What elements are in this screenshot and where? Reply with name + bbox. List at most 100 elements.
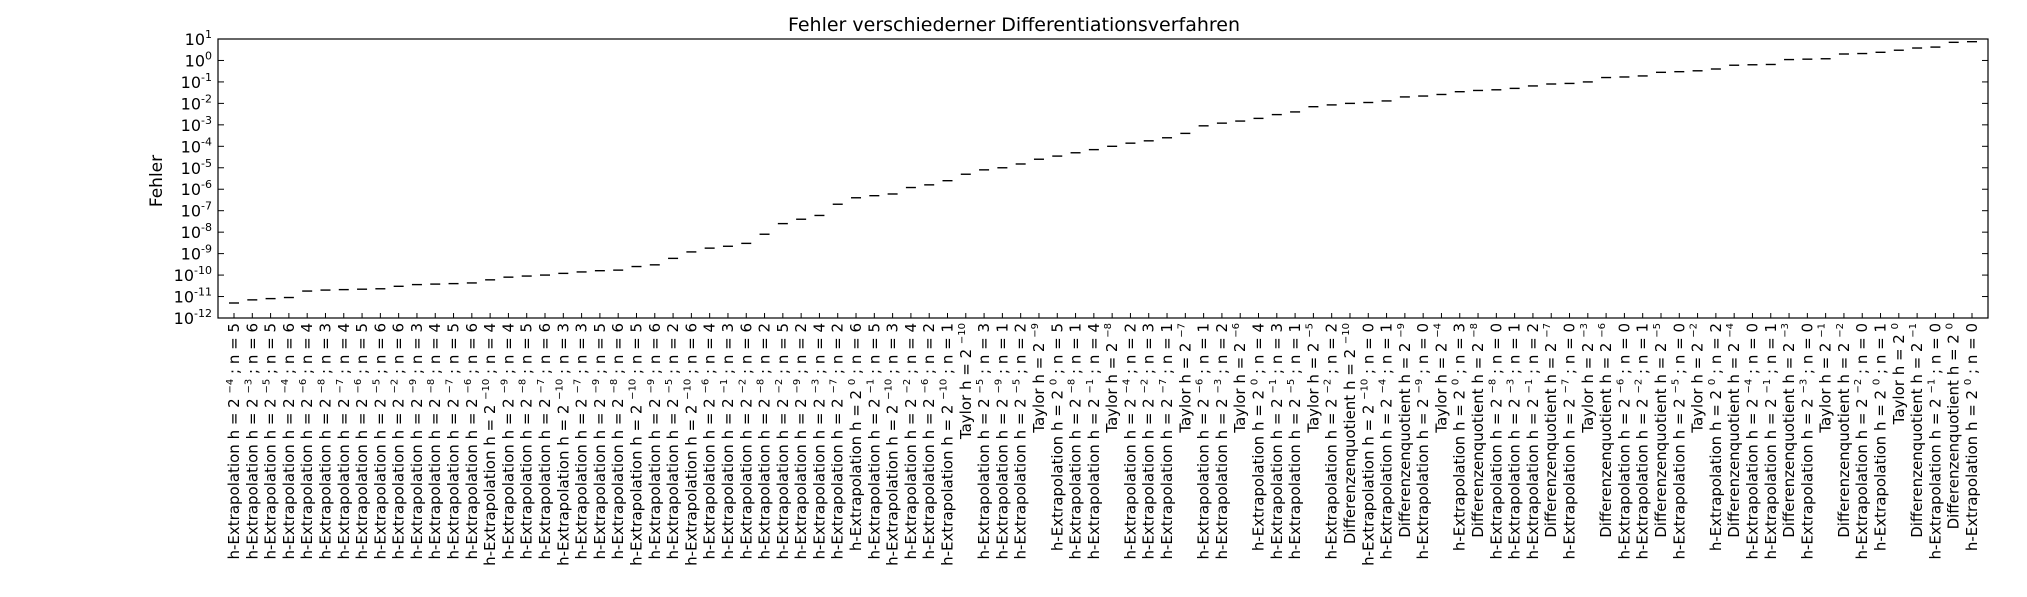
x-tick-label: h-Extrapolation h = 2 −2 ; n = 5 [774,323,792,560]
x-tick-label: Differenzenquotient h = 2 −2 [1835,323,1853,538]
y-tick-label: 10-5 [181,157,212,178]
x-tick-label: h-Extrapolation h = 2 −9 ; n = 2 [792,323,810,560]
x-tick-label: Differenzenquotient h = 2 −7 [1542,323,1560,538]
x-tick-label: h-Extrapolation h = 2 0 ; n = 0 [1963,323,1981,551]
x-tick-label: h-Extrapolation h = 2 −9 ; n = 4 [499,323,517,560]
x-tick-label: h-Extrapolation h = 2 −6 ; n = 4 [298,323,316,560]
x-tick-label: h-Extrapolation h = 2 −4 ; n = 5 [225,323,243,560]
y-tick-label: 10-12 [174,307,212,328]
x-tick-label: h-Extrapolation h = 2 −8 ; n = 5 [518,323,536,560]
y-tick-label: 10-11 [174,286,212,307]
x-tick-label: Differenzenquotient h = 2 −1 [1908,323,1926,538]
x-tick-label: h-Extrapolation h = 2 −8 ; n = 3 [316,323,334,560]
y-tick-label: 10-4 [181,135,212,156]
x-tick-label: h-Extrapolation h = 2 −2 ; n = 6 [737,323,755,560]
data-marks [229,40,1977,304]
x-tick-label: Differenzenquotient h = 2 −10 [1341,323,1359,544]
x-tick-label: h-Extrapolation h = 2 −6 ; n = 1 [1195,323,1213,560]
x-tick-label: h-Extrapolation h = 2 −8 ; n = 1 [1067,323,1085,560]
x-tick-label: h-Extrapolation h = 2 −10 ; n = 0 [1359,323,1377,566]
y-tick-label: 10-3 [181,114,212,135]
x-tick-label: h-Extrapolation h = 2 −4 ; n = 2 [1121,323,1139,560]
x-tick-label: h-Extrapolation h = 2 −10 ; n = 3 [554,323,572,566]
x-tick-label: h-Extrapolation h = 2 0 ; n = 3 [1451,323,1469,551]
x-tick-label: h-Extrapolation h = 2 −1 ; n = 3 [719,323,737,560]
x-tick-label: h-Extrapolation h = 2 −1 ; n = 1 [1762,323,1780,560]
chart-title: Fehler verschiederner Differentiationsve… [788,14,1240,36]
x-tick-label: h-Extrapolation h = 2 −6 ; n = 2 [920,323,938,560]
x-tick-label: h-Extrapolation h = 2 −3 ; n = 6 [243,323,261,560]
x-tick-label: h-Extrapolation h = 2 −10 ; n = 4 [481,323,499,566]
x-tick-label: h-Extrapolation h = 2 −9 ; n = 0 [1414,323,1432,560]
x-tick-label: Differenzenquotient h = 2 −9 [1396,323,1414,538]
x-tick-label: h-Extrapolation h = 2 −6 ; n = 0 [1615,323,1633,560]
x-tick-label: Taylor h = 2 −10 [957,323,975,440]
x-tick-label: Taylor h = 2 −6 [1231,323,1249,434]
x-tick-label: h-Extrapolation h = 2 −4 ; n = 0 [1743,323,1761,560]
x-tick-label: Differenzenquotient h = 2 −6 [1597,323,1615,538]
x-tick-label: Differenzenquotient h = 2 −3 [1780,323,1798,538]
x-tick-label: h-Extrapolation h = 2 −6 ; n = 6 [463,323,481,560]
x-tick-label: h-Extrapolation h = 2 −8 ; n = 6 [609,323,627,560]
x-tick-label: h-Extrapolation h = 2 −7 ; n = 6 [536,323,554,560]
y-tick-label: 100 [185,49,212,70]
x-tick-label: h-Extrapolation h = 2 −1 ; n = 0 [1926,323,1944,560]
x-tick-label: h-Extrapolation h = 2 −5 ; n = 0 [1670,323,1688,560]
x-tick-label: h-Extrapolation h = 2 −1 ; n = 5 [865,323,883,560]
plot-frame [217,38,1989,319]
x-tick-label: Taylor h = 2 −1 [1817,323,1835,434]
x-tick-label: h-Extrapolation h = 2 −9 ; n = 6 [646,323,664,560]
x-tick-label: h-Extrapolation h = 2 −5 ; n = 2 [664,323,682,560]
x-tick-label: Taylor h = 2 −4 [1432,323,1450,434]
x-tick-label: h-Extrapolation h = 2 −4 ; n = 6 [280,323,298,560]
x-tick-label: h-Extrapolation h = 2 −9 ; n = 3 [408,323,426,560]
x-tick-label: Taylor h = 2 −8 [1103,323,1121,434]
x-tick-label: h-Extrapolation h = 2 −3 ; n = 2 [1213,323,1231,560]
x-tick-label: h-Extrapolation h = 2 −2 ; n = 1 [1634,323,1652,560]
x-tick-label: Differenzenquotient h = 2 0 [1945,323,1963,529]
y-tick-label: 10-7 [181,200,212,221]
x-tick-label: h-Extrapolation h = 2 −7 ; n = 4 [335,323,353,560]
x-tick-label: h-Extrapolation h = 2 −3 ; n = 0 [1798,323,1816,560]
x-tick-label: h-Extrapolation h = 2 −8 ; n = 2 [756,323,774,560]
x-tick-label: h-Extrapolation h = 2 −10 ; n = 6 [682,323,700,566]
x-tick-label: h-Extrapolation h = 2 −8 ; n = 4 [426,323,444,560]
x-tick-label: h-Extrapolation h = 2 −2 ; n = 4 [902,323,920,560]
x-tick-label: h-Extrapolation h = 2 −7 ; n = 3 [573,323,591,560]
x-tick-label: h-Extrapolation h = 2 −10 ; n = 5 [627,323,645,566]
x-tick-label: Taylor h = 2 −9 [1030,323,1048,434]
x-tick-label: h-Extrapolation h = 2 −2 ; n = 3 [1140,323,1158,560]
y-tick-label: 10-10 [174,264,212,285]
x-tick-label: h-Extrapolation h = 2 −10 ; n = 3 [884,323,902,566]
x-tick-label: Differenzenquotient h = 2 −4 [1725,323,1743,538]
x-tick-label: h-Extrapolation h = 2 0 ; n = 1 [1872,323,1890,551]
x-tick-label: Taylor h = 2 −2 [1689,323,1707,434]
x-tick-label: h-Extrapolation h = 2 −8 ; n = 0 [1487,323,1505,560]
x-tick-label: h-Extrapolation h = 2 −7 ; n = 1 [1158,323,1176,560]
x-tick-label: h-Extrapolation h = 2 −6 ; n = 5 [353,323,371,560]
x-tick-label: h-Extrapolation h = 2 −9 ; n = 5 [591,323,609,560]
x-tick-label: h-Extrapolation h = 2 −2 ; n = 2 [1323,323,1341,560]
y-axis-label: Fehler [147,155,167,207]
x-tick-label: h-Extrapolation h = 2 −7 ; n = 0 [1561,323,1579,560]
x-tick-label: Taylor h = 2 −5 [1304,323,1322,434]
y-tick-label: 10-6 [181,178,212,199]
y-tick-label: 10-8 [181,221,212,242]
y-tick-label: 10-9 [181,243,212,264]
x-tick-label: h-Extrapolation h = 2 −6 ; n = 4 [701,323,719,560]
x-tick-label: Differenzenquotient h = 2 −5 [1652,323,1670,538]
x-axis: h-Extrapolation h = 2 −4 ; n = 5h-Extrap… [225,313,1981,566]
x-tick-label: h-Extrapolation h = 2 −5 ; n = 1 [1286,323,1304,560]
x-tick-label: h-Extrapolation h = 2 −1 ; n = 4 [1085,323,1103,560]
x-tick-label: Taylor h = 2 −7 [1176,323,1194,434]
y-tick-label: 10-1 [181,71,212,92]
x-tick-label: h-Extrapolation h = 2 −5 ; n = 3 [975,323,993,560]
x-tick-label: h-Extrapolation h = 2 −4 ; n = 1 [1378,323,1396,560]
x-tick-label: h-Extrapolation h = 2 −5 ; n = 5 [262,323,280,560]
y-tick-label: 101 [185,28,212,49]
x-tick-label: h-Extrapolation h = 2 −2 ; n = 0 [1853,323,1871,560]
x-tick-label: h-Extrapolation h = 2 −3 ; n = 4 [810,323,828,560]
x-tick-label: h-Extrapolation h = 2 0 ; n = 6 [847,323,865,551]
y-axis: 10-1210-1110-1010-910-810-710-610-510-41… [174,28,1988,328]
